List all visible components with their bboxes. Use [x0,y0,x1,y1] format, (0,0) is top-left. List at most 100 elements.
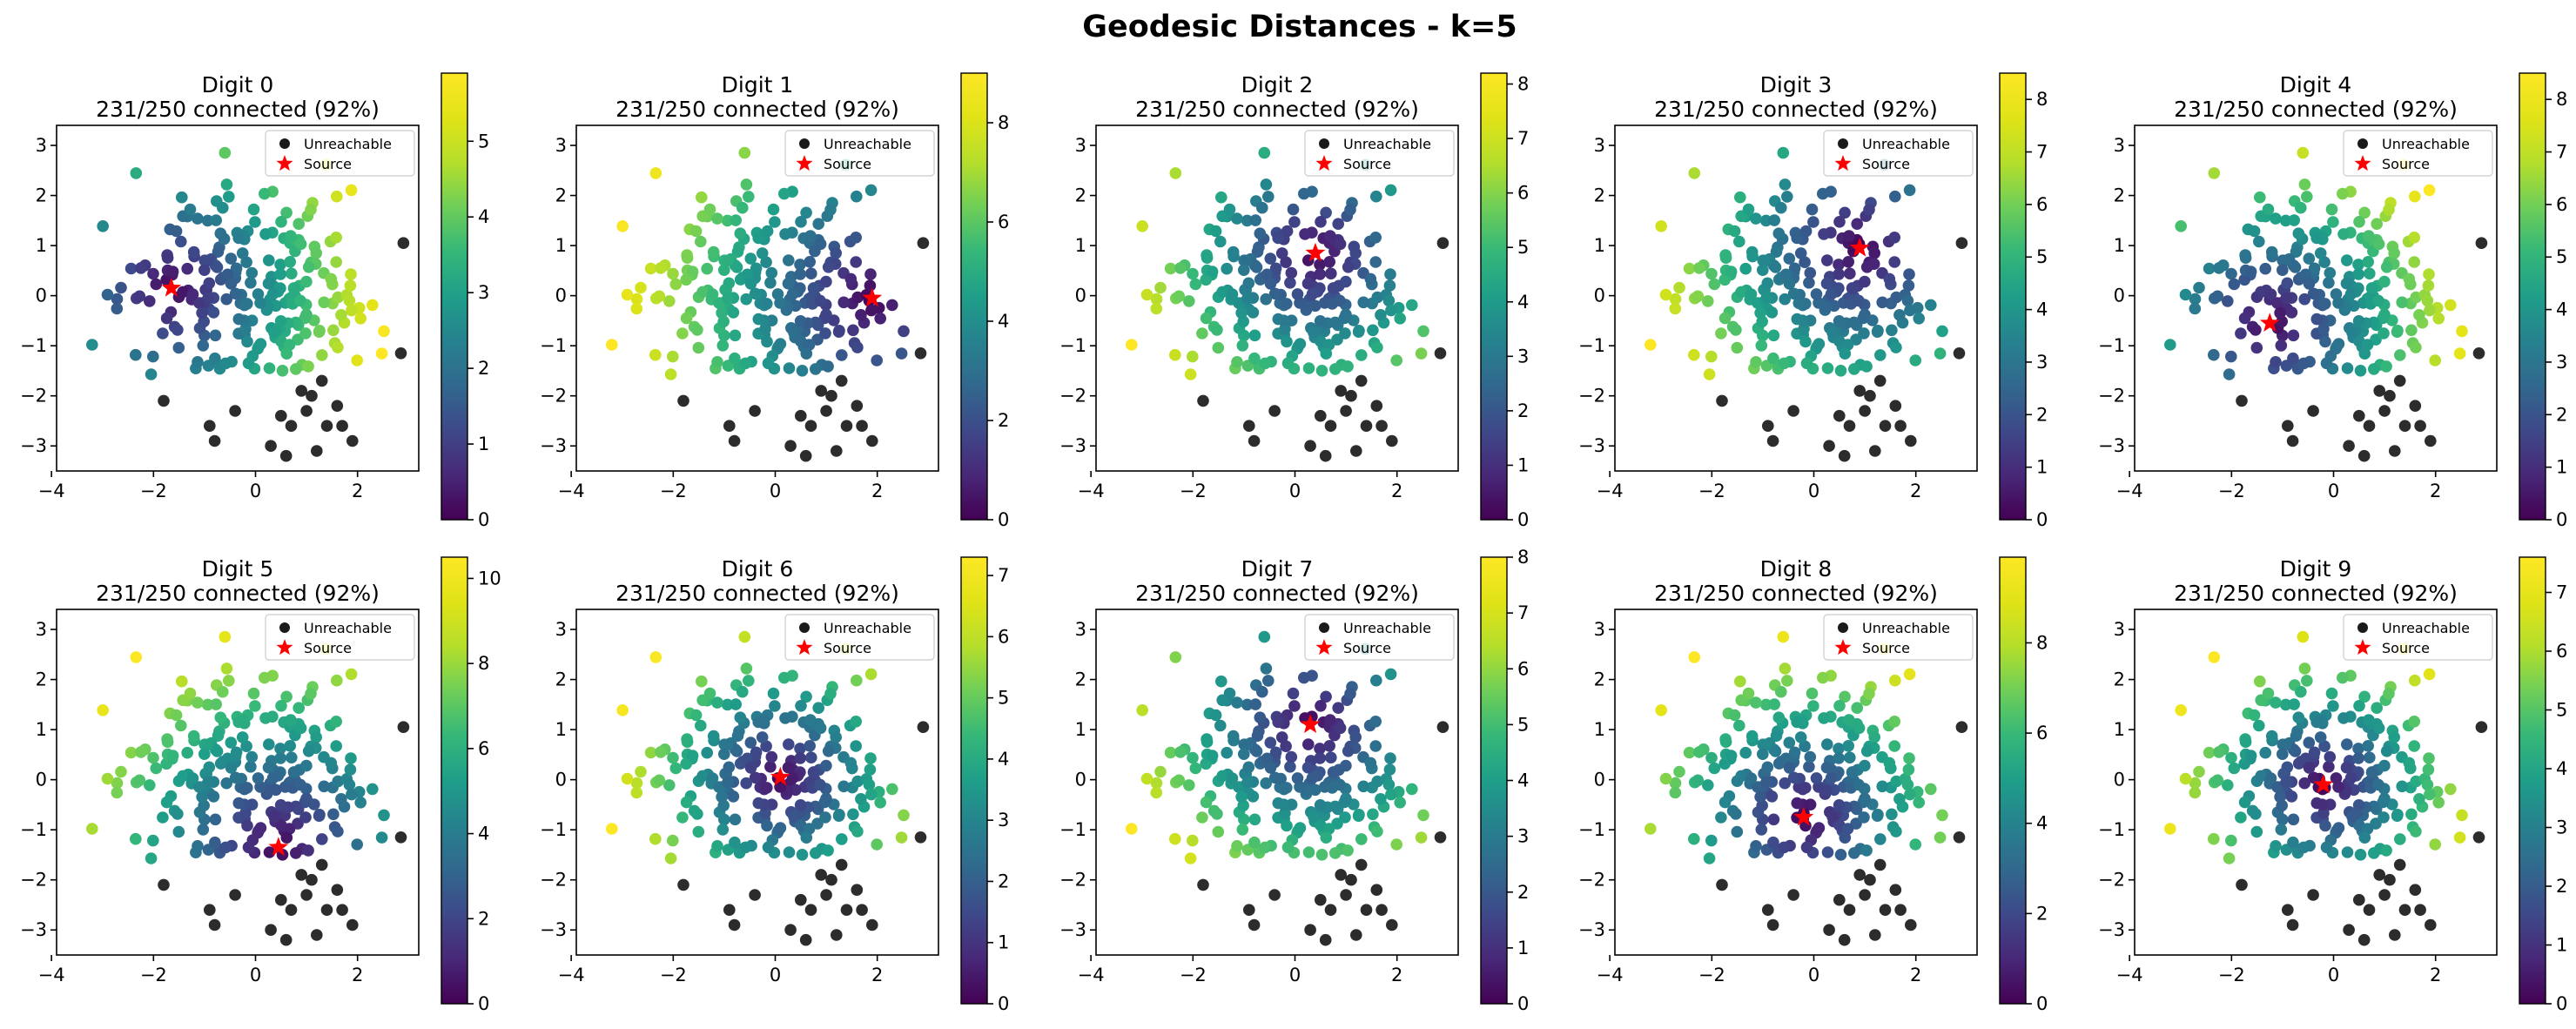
data-point [220,178,233,191]
data-point [1767,813,1780,826]
colorbar-tick-label: 2 [478,358,489,379]
colorbar-tick-label: 2 [998,410,1009,431]
data-point [667,834,679,847]
data-point [765,750,778,763]
unreachable-point [2363,420,2376,433]
data-point [864,279,877,292]
data-point [2270,356,2282,368]
data-point [1843,230,1855,242]
data-point [1200,312,1213,325]
legend-marker-source [2354,155,2371,172]
data-point [1231,356,1243,368]
data-point [739,357,751,370]
data-point [1369,256,1382,268]
data-point [1742,687,1755,700]
data-point [805,751,817,763]
data-point [1256,685,1268,698]
data-point [2409,190,2421,203]
y-tick-label: −2 [2098,870,2125,891]
data-point [1791,716,1803,729]
data-point [1745,730,1759,743]
y-tick-label: 1 [1594,235,1605,256]
unreachable-point [1843,420,1856,433]
data-point [779,228,791,240]
data-point [147,350,159,363]
colorbar-tick-label: 3 [998,810,1009,831]
legend-label-source: Source [304,640,352,656]
unreachable-point [804,420,817,433]
data-point [221,752,234,765]
data-point [1269,262,1282,275]
x-tick-label: 2 [352,965,363,985]
data-point [2297,146,2310,159]
data-point [1791,313,1804,326]
unreachable-point [1864,873,1876,886]
colorbar-tick-label: 0 [478,509,489,530]
data-point [2275,340,2288,352]
data-point [1340,308,1352,321]
data-point [847,324,859,337]
unreachable-point [1360,904,1373,916]
data-point [1294,338,1307,350]
data-point [330,256,343,268]
unreachable-point [315,374,328,387]
data-point [644,746,657,759]
data-point [1247,306,1260,319]
legend-marker-unreachable [279,622,290,633]
data-point [1821,846,1834,858]
data-point [701,746,713,759]
data-point [176,675,188,688]
data-point [743,191,755,203]
unreachable-point [1319,449,1332,462]
axes-frame [2134,124,2498,472]
data-point [731,245,744,259]
data-point [181,262,193,275]
data-point [621,772,634,785]
data-point [2189,777,2202,790]
data-point [762,357,775,370]
x-tick-label: −2 [660,481,687,501]
data-point [1320,690,1332,703]
x-tick-label: −4 [2116,965,2143,985]
data-point [2235,811,2247,824]
data-point [1231,212,1243,225]
data-point [1299,228,1311,240]
data-point [1353,809,1365,821]
data-point [1417,325,1429,338]
data-point [1775,685,1787,698]
y-tick-label: −1 [2098,335,2125,356]
data-point [1888,232,1900,244]
data-point [1281,357,1295,370]
legend-marker-source [796,155,813,172]
data-point [172,324,184,336]
data-point [810,363,822,375]
data-point [655,746,667,758]
data-point [1719,252,1732,265]
data-point [718,748,730,760]
colorbar-tick-label: 2 [2036,903,2048,924]
data-point [1417,809,1429,822]
unreachable-point [914,831,927,844]
data-point [1261,752,1274,765]
unreachable-point [1833,893,1846,906]
data-point [2371,218,2383,230]
legend-marker-source [2354,639,2371,656]
data-point [1760,776,1772,789]
data-point [351,838,364,851]
data-point [2179,288,2192,301]
data-point [2314,247,2327,259]
x-tick-label: −2 [2218,481,2245,501]
legend-marker-unreachable [799,622,810,633]
data-point [1323,256,1335,268]
unreachable-point [346,434,359,447]
y-tick-label: 1 [1075,235,1086,256]
data-point [1284,761,1296,773]
data-point [1702,295,1714,307]
data-point [1272,716,1284,729]
data-point [2337,671,2349,684]
data-point [850,740,862,752]
data-point [689,709,703,722]
